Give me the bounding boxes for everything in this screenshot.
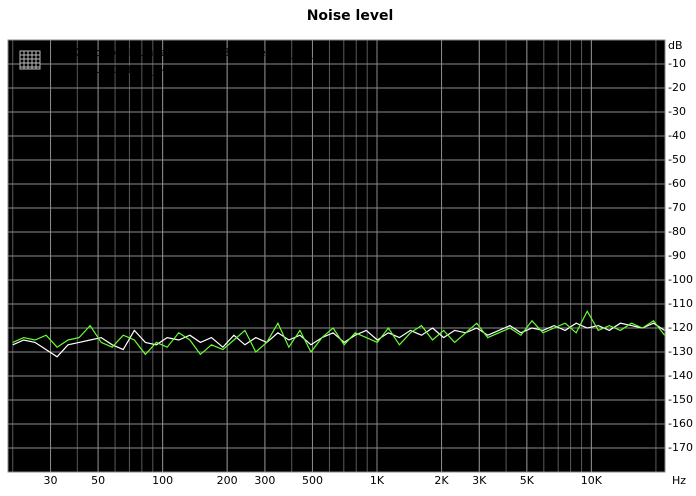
y-tick-label: -170	[668, 441, 693, 454]
series-line	[12, 322, 665, 358]
legend-icon	[19, 50, 41, 70]
grid	[8, 40, 665, 472]
chart-title: Noise level	[307, 8, 394, 24]
y-tick-label: -30	[668, 105, 686, 118]
x-tick-label: 300	[254, 474, 275, 487]
x-axis-label: Hz	[672, 474, 686, 487]
y-tick-label: -110	[668, 297, 693, 310]
y-tick-label: -150	[668, 393, 693, 406]
legend-label: RTX Loopback Unbalanced to Balanced 16_4…	[58, 46, 322, 59]
x-tick-label: 3K	[472, 474, 487, 487]
y-axis-label: dB	[668, 39, 683, 52]
y-tick-label: -20	[668, 81, 686, 94]
y-tick-label: -100	[668, 273, 693, 286]
x-tick-label: 1K	[370, 474, 385, 487]
y-tick-label: -120	[668, 321, 693, 334]
y-tick-label: -10	[668, 57, 686, 70]
y-tick-label: -60	[668, 177, 686, 190]
x-tick-label: 30	[44, 474, 58, 487]
series-line	[12, 309, 665, 356]
x-tick-label: 50	[91, 474, 105, 487]
y-tick-label: -140	[668, 369, 693, 382]
x-tick-label: 2K	[434, 474, 449, 487]
axes: 30 50 100 200 300 500 1K 2K 3K 5K 10K -10 -20 -30 -40 -…	[44, 39, 693, 487]
y-tick-label: -70	[668, 201, 686, 214]
y-tick-label: -80	[668, 225, 686, 238]
x-tick-label: 500	[302, 474, 323, 487]
legend-label: IDA8 Sub Out 16_44_1 -4_5 dB in	[58, 63, 240, 76]
plot-border	[7, 39, 666, 473]
y-tick-label: -160	[668, 417, 693, 430]
x-tick-label: 100	[152, 474, 173, 487]
y-tick-label: -90	[668, 249, 686, 262]
x-tick-label: 10K	[581, 474, 603, 487]
y-tick-label: -50	[668, 153, 686, 166]
lines	[12, 309, 665, 358]
x-tick-label: 5K	[520, 474, 535, 487]
x-tick-label: 200	[217, 474, 238, 487]
y-tick-label: -40	[668, 129, 686, 142]
y-tick-label: -130	[668, 345, 693, 358]
